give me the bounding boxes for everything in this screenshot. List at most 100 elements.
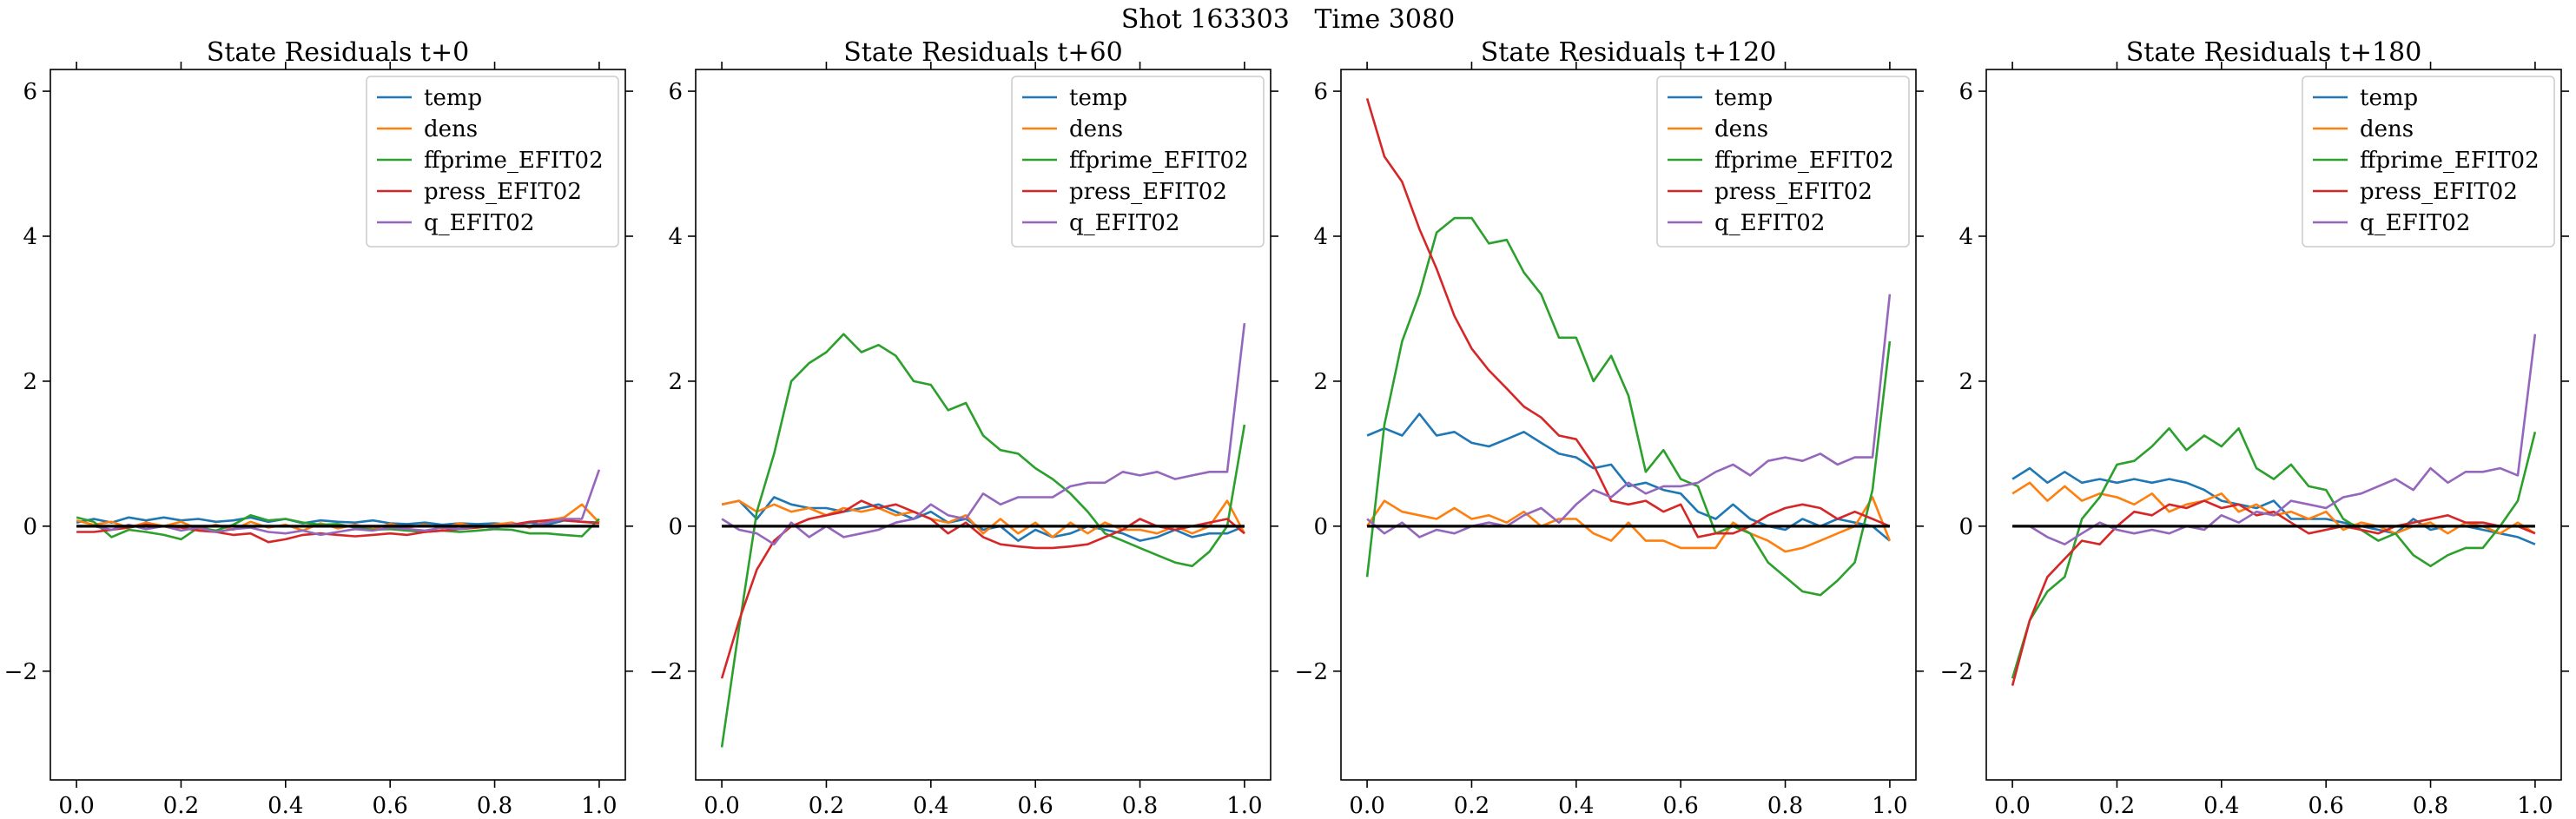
legend: temp dens ffprime_EFIT02 press_EFIT02 q_EFIT… xyxy=(1656,76,1910,248)
y-tick-label: 2 xyxy=(668,369,683,395)
x-tick-label: 0.4 xyxy=(268,793,303,819)
y-tick-label: 4 xyxy=(1313,224,1328,250)
legend-label: dens xyxy=(1069,116,1123,142)
legend-label: q_EFIT02 xyxy=(2360,210,2470,236)
x-tick-label: 0.2 xyxy=(1454,793,1489,819)
legend: temp dens ffprime_EFIT02 press_EFIT02 q_EFIT… xyxy=(2302,76,2555,248)
x-tick-label: 1.0 xyxy=(581,793,617,819)
legend-label: temp xyxy=(424,85,482,111)
x-tick-label: 1.0 xyxy=(2517,793,2553,819)
x-tick-label: 0.0 xyxy=(1349,793,1384,819)
legend: temp dens ffprime_EFIT02 press_EFIT02 q_EFIT… xyxy=(1011,76,1265,248)
x-tick-label: 0.4 xyxy=(913,793,948,819)
y-tick-label: 6 xyxy=(668,79,683,105)
y-tick-label: 6 xyxy=(1313,79,1328,105)
x-tick-label: 0.6 xyxy=(2308,793,2344,819)
y-tick-label: 0 xyxy=(1313,514,1328,540)
y-tick-label: 0 xyxy=(1958,514,1973,540)
y-tick-label: −2 xyxy=(1295,659,1328,685)
y-tick-label: 2 xyxy=(1313,369,1328,395)
legend-label: ffprime_EFIT02 xyxy=(424,148,604,174)
figure-title: Shot 163303 Time 3080 xyxy=(1121,4,1455,35)
series-line-dens xyxy=(1366,496,1892,553)
series-line-press_EFIT02 xyxy=(1365,98,1891,538)
x-tick-label: 0.8 xyxy=(2413,793,2448,819)
axes-frame xyxy=(695,69,1271,781)
x-tick-label: 0.4 xyxy=(1558,793,1594,819)
y-tick-label: 0 xyxy=(668,514,683,540)
axes-frame xyxy=(1985,69,2562,781)
x-tick-label: 0.2 xyxy=(2099,793,2135,819)
x-tick-label: 0.8 xyxy=(477,793,512,819)
legend-label: ffprime_EFIT02 xyxy=(2360,148,2540,174)
x-tick-label: 0.2 xyxy=(163,793,199,819)
legend-label: ffprime_EFIT02 xyxy=(1714,148,1894,174)
series-line-dens xyxy=(721,499,1246,538)
panel-title: State Residuals t+120 xyxy=(1481,37,1777,68)
legend-label: q_EFIT02 xyxy=(1714,210,1825,236)
legend-box xyxy=(1011,76,1265,248)
legend-label: press_EFIT02 xyxy=(2360,179,2518,205)
x-tick-label: 0.0 xyxy=(1994,793,2030,819)
x-tick-label: 0.8 xyxy=(1767,793,1803,819)
x-tick-label: 1.0 xyxy=(1226,793,1262,819)
legend-label: press_EFIT02 xyxy=(424,179,582,205)
legend-label: temp xyxy=(1714,85,1773,111)
y-tick-label: −2 xyxy=(650,659,683,685)
chart-panels: State Residuals t+0 0.0 0.2 0.4 0.6 0.8 1.0 −2 0… xyxy=(4,37,2569,819)
y-tick-label: 2 xyxy=(23,369,37,395)
series-line-ffprime_EFIT02 xyxy=(720,333,1246,748)
legend-label: temp xyxy=(2360,85,2418,111)
chart-panel-2: State Residuals t+120 0.0 0.2 0.4 0.6 0.8 1.0 −… xyxy=(1295,37,1924,819)
axes-frame xyxy=(1340,69,1917,781)
legend-box xyxy=(2302,76,2555,248)
legend-box xyxy=(366,76,619,248)
legend-label: temp xyxy=(1069,85,1127,111)
panel-title: State Residuals t+180 xyxy=(2126,37,2422,68)
x-tick-label: 0.8 xyxy=(1122,793,1158,819)
x-tick-label: 1.0 xyxy=(1872,793,1907,819)
y-tick-label: 6 xyxy=(23,79,37,105)
y-tick-label: 4 xyxy=(668,224,683,250)
y-tick-label: −2 xyxy=(1940,659,1973,685)
series-lines xyxy=(1365,98,1892,597)
chart-panel-1: State Residuals t+60 0.0 0.2 0.4 0.6 0.8 1.0 −2… xyxy=(650,37,1278,819)
x-tick-label: 0.6 xyxy=(373,793,408,819)
y-tick-label: −2 xyxy=(4,659,37,685)
series-line-ffprime_EFIT02 xyxy=(76,513,600,541)
series-line-q_EFIT02 xyxy=(721,322,1246,546)
axes-frame xyxy=(50,69,626,781)
x-tick-label: 0.0 xyxy=(703,793,739,819)
y-tick-label: 0 xyxy=(23,514,37,540)
legend: temp dens ffprime_EFIT02 press_EFIT02 q_EFIT… xyxy=(366,76,619,248)
y-tick-label: 6 xyxy=(1958,79,1973,105)
series-line-press_EFIT02 xyxy=(2011,499,2536,686)
chart-panel-3: State Residuals t+180 0.0 0.2 0.4 0.6 0.8 1.0 −… xyxy=(1940,37,2569,819)
x-tick-label: 0.4 xyxy=(2203,793,2239,819)
series-line-q_EFIT02 xyxy=(2012,334,2537,546)
legend-box xyxy=(1656,76,1910,248)
series-line-q_EFIT02 xyxy=(1366,294,1892,538)
legend-label: dens xyxy=(1714,116,1768,142)
y-tick-label: 2 xyxy=(1958,369,1973,395)
legend-label: q_EFIT02 xyxy=(424,210,534,236)
x-tick-label: 0.0 xyxy=(58,793,94,819)
y-tick-label: 4 xyxy=(1958,224,1973,250)
panel-title: State Residuals t+0 xyxy=(207,37,469,68)
panel-title: State Residuals t+60 xyxy=(843,37,1122,68)
x-tick-label: 0.6 xyxy=(1018,793,1054,819)
x-tick-label: 0.6 xyxy=(1663,793,1699,819)
legend-label: press_EFIT02 xyxy=(1069,179,1227,205)
legend-label: press_EFIT02 xyxy=(1714,179,1873,205)
chart-panel-0: State Residuals t+0 0.0 0.2 0.4 0.6 0.8 1.0 −2 0… xyxy=(4,37,633,819)
x-tick-label: 0.2 xyxy=(809,793,844,819)
series-line-temp xyxy=(1366,413,1891,542)
series-line-ffprime_EFIT02 xyxy=(2011,426,2537,679)
legend-label: ffprime_EFIT02 xyxy=(1069,148,1249,174)
legend-label: q_EFIT02 xyxy=(1069,210,1179,236)
legend-label: dens xyxy=(2360,116,2414,142)
series-line-ffprime_EFIT02 xyxy=(1365,216,1892,597)
y-tick-label: 4 xyxy=(23,224,37,250)
legend-label: dens xyxy=(424,116,478,142)
